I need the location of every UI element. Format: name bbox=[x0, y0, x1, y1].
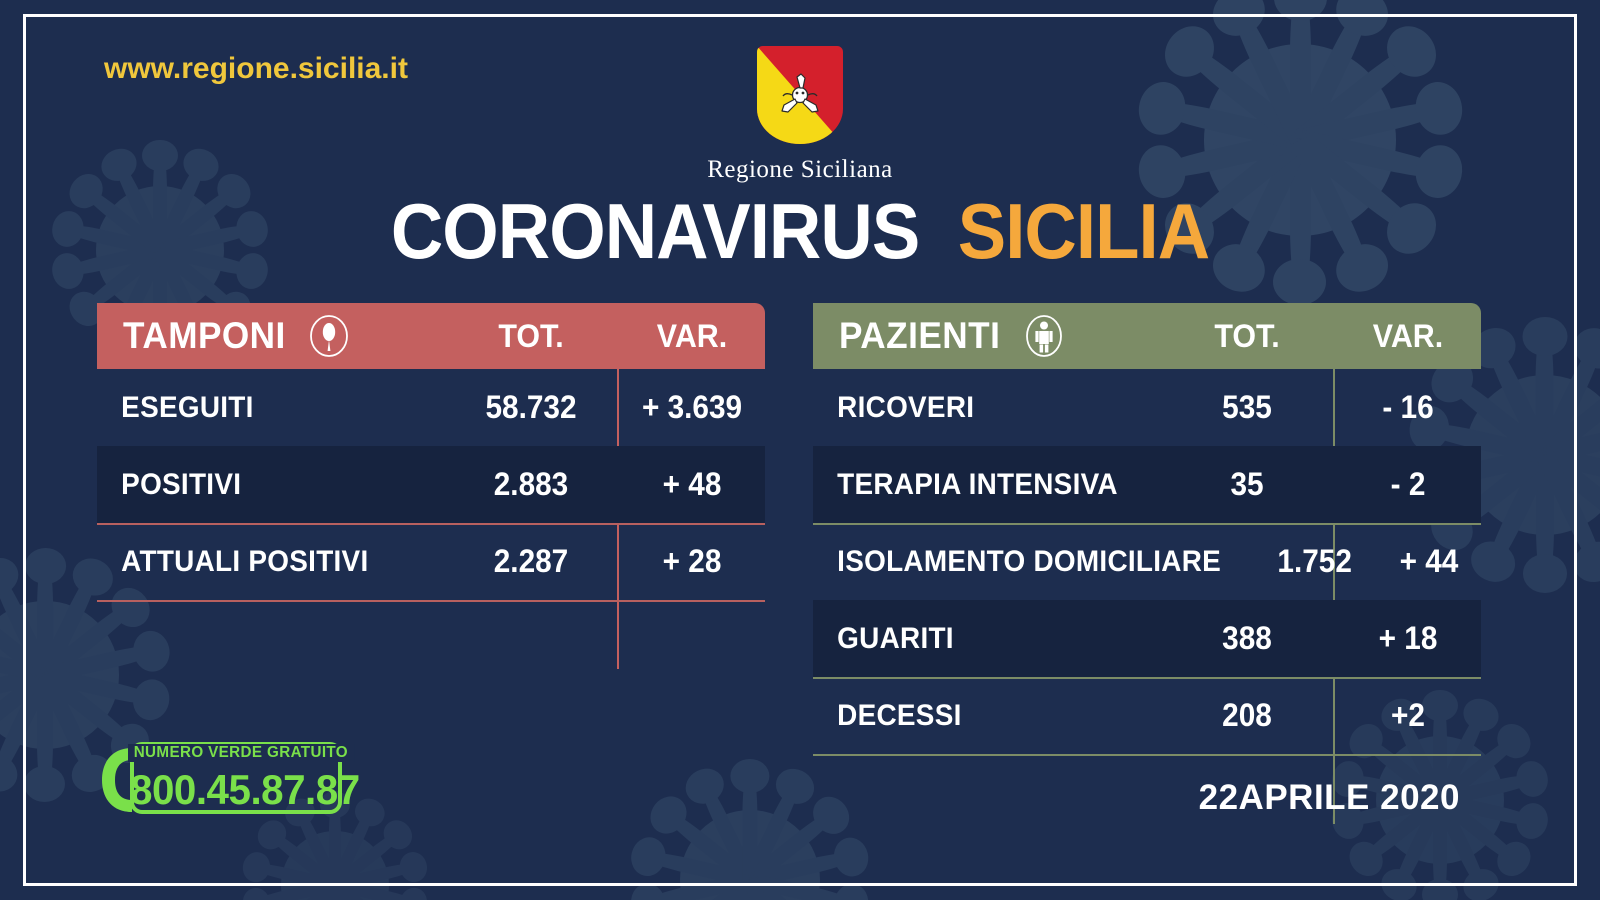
row-total: 35 bbox=[1230, 466, 1264, 502]
title-white-part: CORONAVIRUS bbox=[390, 187, 920, 275]
row-total: 388 bbox=[1222, 620, 1272, 656]
table-row: ISOLAMENTO DOMICILIARE 1.752 + 44 bbox=[813, 523, 1481, 600]
table-row: ESEGUITI 58.732 + 3.639 bbox=[97, 369, 765, 446]
logo-caption: Regione Siciliana bbox=[707, 156, 893, 183]
swab-icon bbox=[310, 315, 349, 357]
row-variation: + 18 bbox=[1378, 620, 1438, 656]
row-label: POSITIVI bbox=[121, 467, 242, 501]
pazienti-table: PAZIENTI TOT. VAR. RICOVERI 535 - 16 bbox=[813, 303, 1481, 824]
trinacria-glyph bbox=[781, 73, 819, 113]
row-variation: +2 bbox=[1391, 697, 1425, 733]
row-variation: + 28 bbox=[662, 543, 722, 579]
page-title: CORONAVIRUS SICILIA bbox=[56, 192, 1544, 270]
row-variation: + 48 bbox=[662, 466, 722, 502]
pazienti-header-title: PAZIENTI bbox=[839, 315, 1001, 356]
row-total: 208 bbox=[1222, 697, 1272, 733]
date-stamp: 22APRILE 2020 bbox=[1198, 778, 1460, 817]
coronavirus-particle-icon bbox=[636, 765, 864, 900]
website-url[interactable]: www.regione.sicilia.it bbox=[104, 52, 408, 85]
tamponi-table-header: TAMPONI TOT. VAR. bbox=[97, 303, 765, 369]
tamponi-col-var-header: VAR. bbox=[656, 317, 728, 354]
title-accent-part: SICILIA bbox=[957, 187, 1210, 275]
tamponi-col-total-header: TOT. bbox=[498, 317, 564, 354]
row-total: 2.883 bbox=[493, 466, 569, 502]
table-row: ATTUALI POSITIVI 2.287 + 28 bbox=[97, 523, 765, 600]
row-variation: + 3.639 bbox=[641, 389, 743, 425]
table-row: GUARITI 388 + 18 bbox=[813, 600, 1481, 677]
pazienti-table-header: PAZIENTI TOT. VAR. bbox=[813, 303, 1481, 369]
phone-handset-icon bbox=[102, 748, 132, 812]
row-total: 58.732 bbox=[485, 389, 577, 425]
tamponi-header-title: TAMPONI bbox=[123, 315, 286, 356]
row-label: ISOLAMENTO DOMICILIARE bbox=[837, 544, 1222, 578]
row-total: 1.752 bbox=[1277, 543, 1352, 579]
row-variation: - 2 bbox=[1390, 466, 1426, 502]
table-row: RICOVERI 535 - 16 bbox=[813, 369, 1481, 446]
hotline-number[interactable]: 800.45.87.87 bbox=[130, 766, 360, 813]
row-total: 535 bbox=[1222, 389, 1272, 425]
tamponi-table-body: ESEGUITI 58.732 + 3.639 POSITIVI 2.883 +… bbox=[97, 369, 765, 669]
table-row: POSITIVI 2.883 + 48 bbox=[97, 446, 765, 523]
table-row: TERAPIA INTENSIVA 35 - 2 bbox=[813, 446, 1481, 523]
table-row: DECESSI 208 +2 bbox=[813, 677, 1481, 754]
row-label: ESEGUITI bbox=[121, 390, 254, 424]
hotline-label: NUMERO VERDE GRATUITO bbox=[128, 744, 354, 762]
row-label: TERAPIA INTENSIVA bbox=[837, 467, 1118, 501]
pazienti-col-var-header: VAR. bbox=[1372, 317, 1444, 354]
coronavirus-particle-icon bbox=[247, 796, 423, 900]
sicilian-trinacria-shield-icon bbox=[757, 46, 843, 144]
person-icon bbox=[1025, 315, 1062, 357]
row-label: DECESSI bbox=[837, 698, 962, 732]
pazienti-table-body: RICOVERI 535 - 16 TERAPIA INTENSIVA 35 -… bbox=[813, 369, 1481, 824]
tamponi-table: TAMPONI TOT. VAR. ESEGUITI 58.732 + 3.63… bbox=[97, 303, 765, 669]
row-total: 2.287 bbox=[493, 543, 569, 579]
row-label: GUARITI bbox=[837, 621, 954, 655]
row-label: ATTUALI POSITIVI bbox=[121, 544, 369, 578]
pazienti-col-total-header: TOT. bbox=[1214, 317, 1280, 354]
row-variation: - 16 bbox=[1382, 389, 1434, 425]
row-variation: + 44 bbox=[1399, 543, 1459, 579]
row-label: RICOVERI bbox=[837, 390, 975, 424]
regione-siciliana-logo: Regione Siciliana bbox=[0, 46, 1600, 184]
